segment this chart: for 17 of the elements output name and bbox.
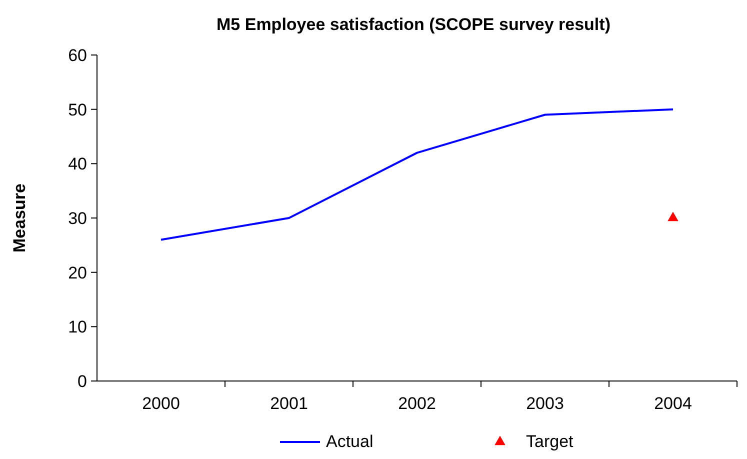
y-axis-title: Measure (10, 184, 29, 252)
x-tick-label: 2001 (270, 394, 308, 413)
chart-title: M5 Employee satisfaction (SCOPE survey result) (216, 15, 610, 34)
y-tick-label: 0 (78, 372, 87, 391)
y-tick-label: 50 (68, 100, 87, 120)
legend-label: Actual (326, 432, 374, 451)
y-tick-label: 60 (68, 46, 87, 65)
y-tick-label: 30 (68, 208, 87, 228)
line-series (160, 108, 674, 241)
legend-label: Target (526, 432, 574, 451)
x-tick-label: 2004 (654, 394, 692, 413)
x-tick-label: 2000 (142, 394, 180, 413)
x-tick-label: 2002 (398, 394, 436, 413)
x-tick-label: 2003 (526, 394, 564, 413)
y-tick-label: 40 (68, 154, 87, 174)
y-tick-label: 20 (68, 263, 87, 282)
y-tick-label: 10 (68, 318, 87, 337)
